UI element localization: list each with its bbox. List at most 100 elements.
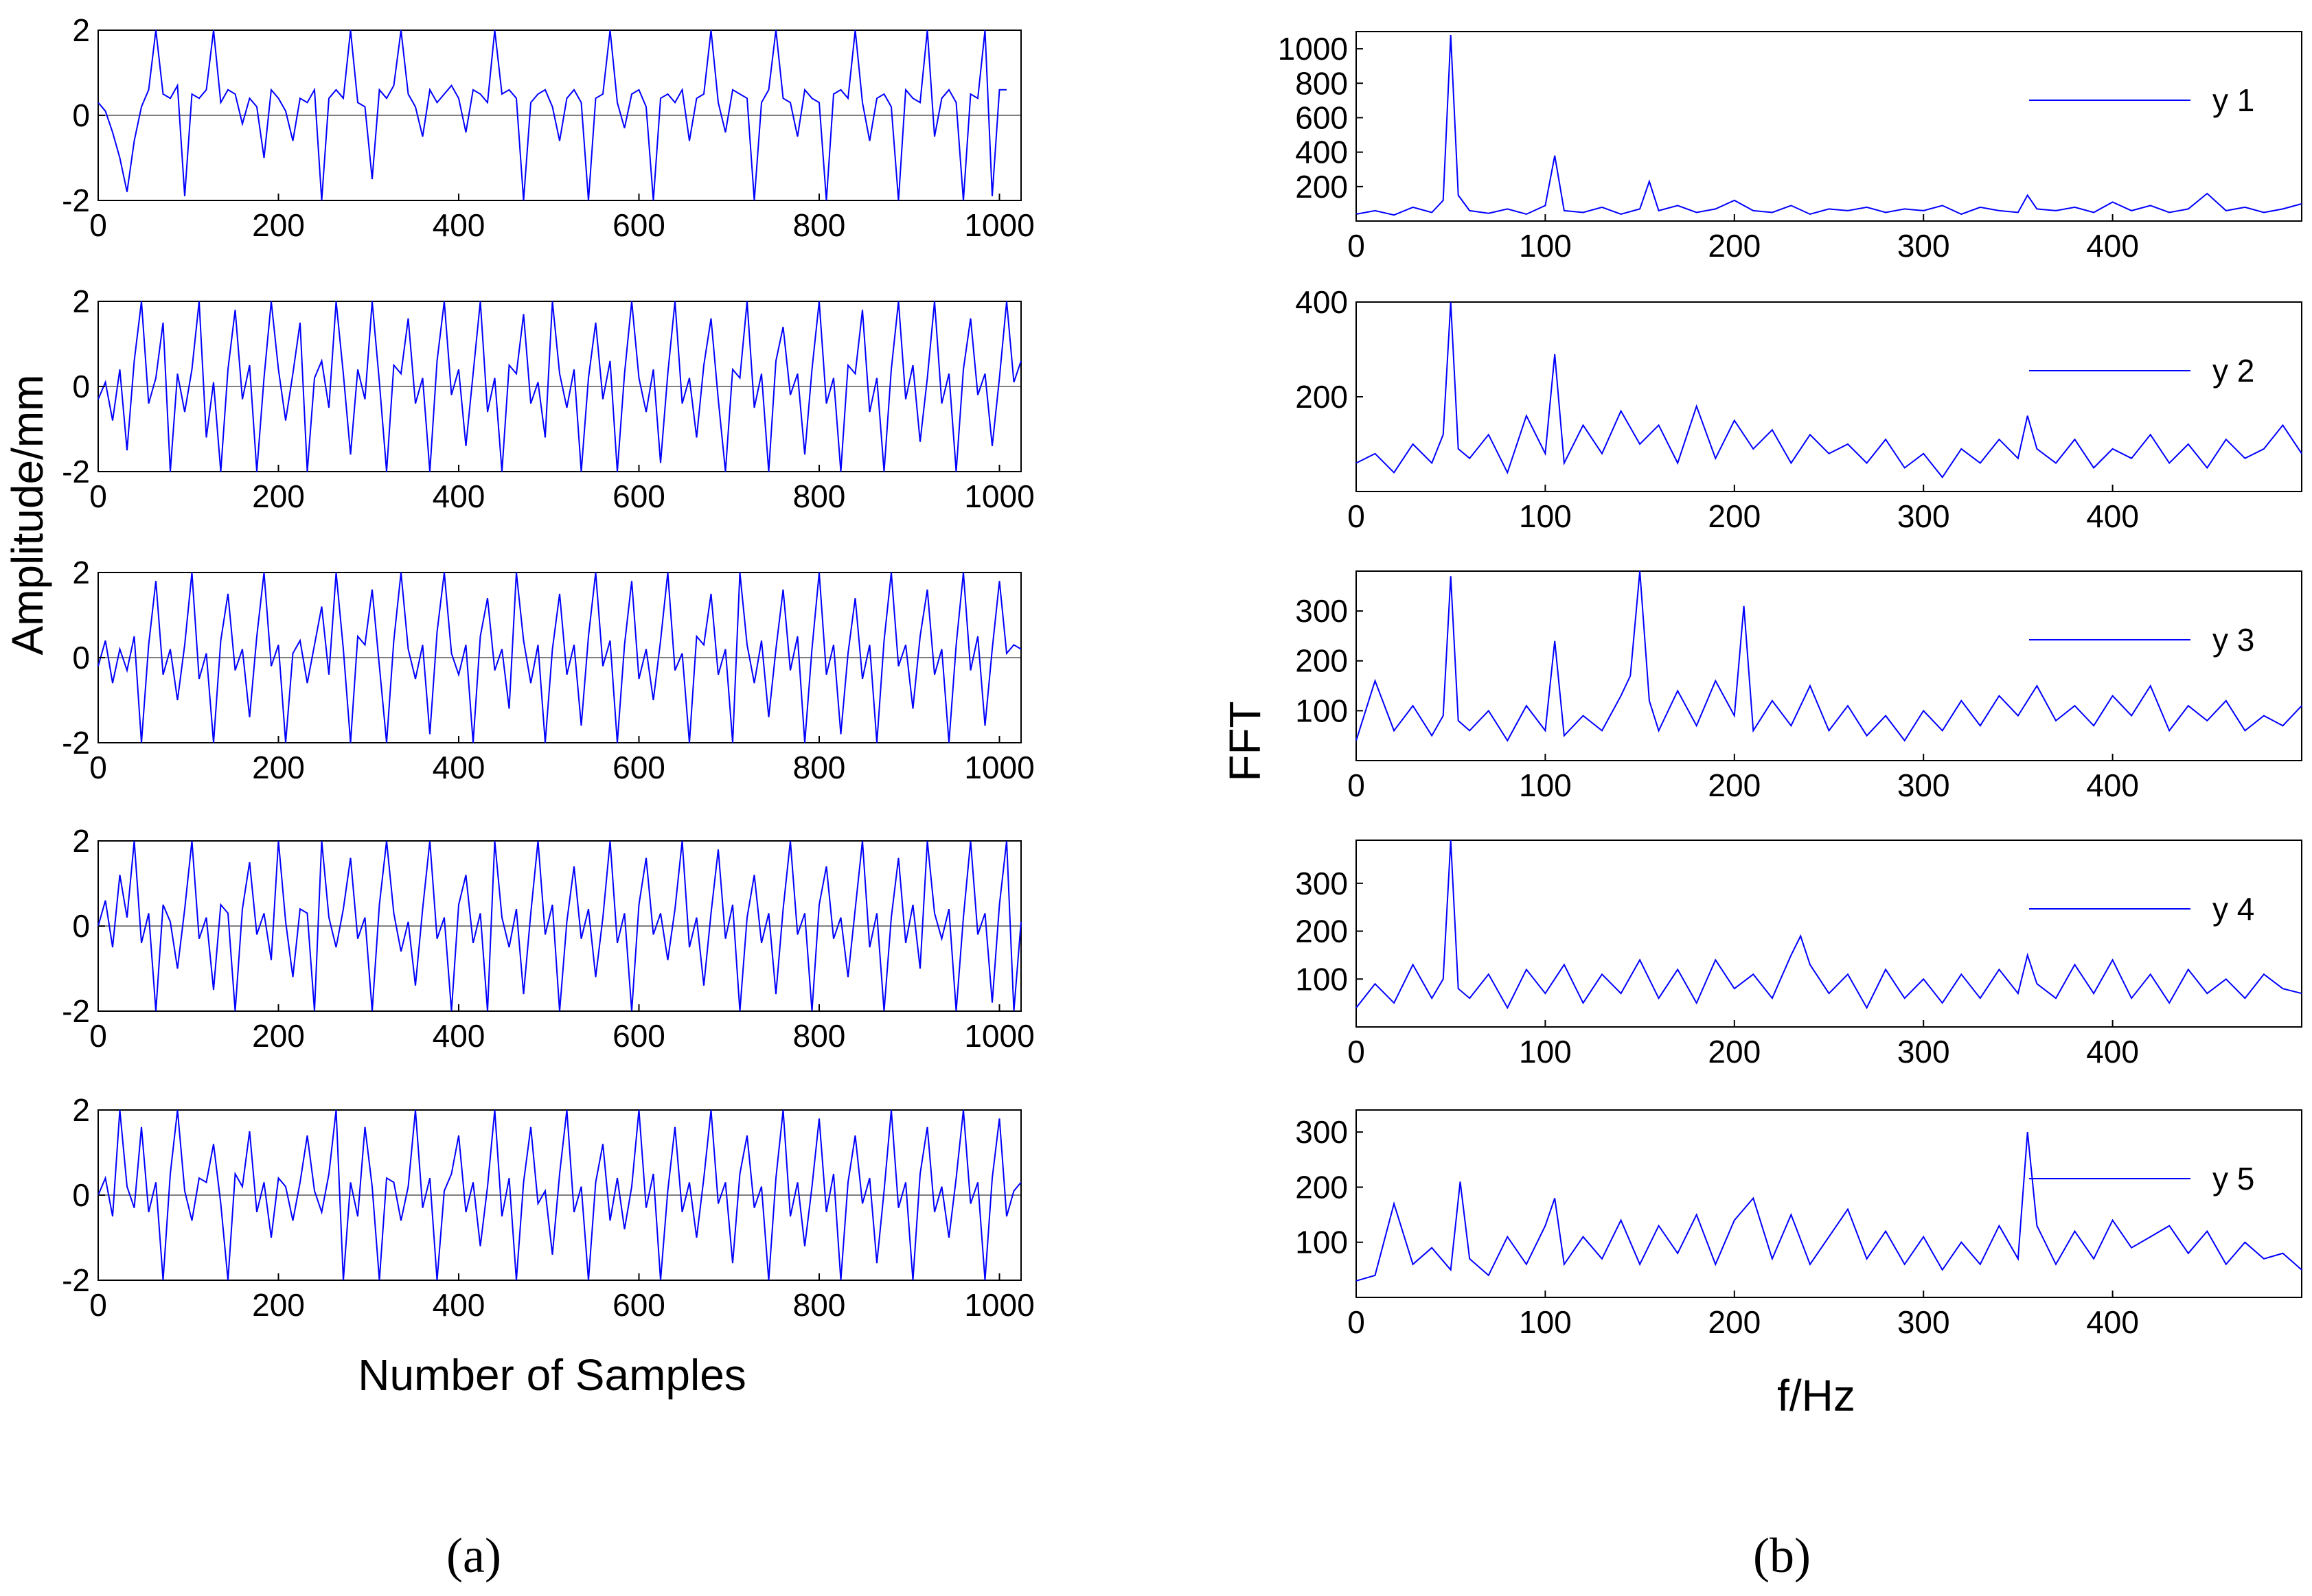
y-tick-label: -2 (62, 725, 90, 761)
x-tick-label: 400 (2086, 767, 2139, 803)
x-tick-label: 400 (433, 750, 485, 785)
y-tick-label: -2 (62, 454, 90, 489)
x-tick-label: 600 (613, 478, 665, 514)
x-tick-label: 200 (1708, 498, 1761, 534)
x-tick-label: 200 (1708, 1304, 1761, 1340)
x-tick-label: 800 (793, 478, 846, 514)
x-tick-label: 1000 (964, 207, 1034, 243)
y-tick-label: 100 (1295, 1225, 1348, 1260)
series-line-y3 (98, 572, 1022, 743)
x-tick-label: 1000 (964, 1018, 1034, 1054)
x-tick-label: 400 (2086, 1034, 2139, 1069)
x-tick-label: 100 (1519, 498, 1572, 534)
y-tick-label: 400 (1295, 284, 1348, 320)
y-tick-label: 300 (1295, 1114, 1348, 1150)
x-tick-label: 200 (252, 207, 305, 243)
x-tick-label: 300 (1897, 1034, 1950, 1069)
x-tick-label: 200 (252, 478, 305, 514)
x-tick-label: 0 (89, 207, 107, 243)
legend-label: y 4 (2212, 891, 2254, 927)
y-tick-label: 0 (72, 1177, 90, 1213)
x-tick-label: 200 (1708, 767, 1761, 803)
series-line-y5 (98, 1109, 1022, 1281)
x-tick-label: 300 (1897, 767, 1950, 803)
x-tick-label: 0 (1347, 228, 1365, 264)
x-tick-label: 1000 (964, 1287, 1034, 1323)
x-tick-label: 0 (1347, 1304, 1365, 1340)
x-tick-label: 200 (1708, 228, 1761, 264)
x-tick-label: 0 (1347, 498, 1365, 534)
panel-b-ylabel: FFT (1220, 701, 1270, 781)
x-tick-label: 400 (433, 478, 485, 514)
x-tick-label: 200 (252, 750, 305, 785)
series-line-y4 (98, 840, 1022, 1012)
panel-b-xlabel: f/Hz (1777, 1371, 1855, 1420)
y-tick-label: 0 (72, 97, 90, 133)
x-tick-label: 0 (89, 750, 107, 785)
subplot-a-y3: 0 200 400 600 800 1000-202 (62, 555, 1035, 785)
x-tick-label: 100 (1519, 228, 1572, 264)
subplot-b-y4: 0 100 200 300 400 100 200 300 y 4 (1295, 840, 2302, 1069)
x-tick-label: 200 (1708, 1034, 1761, 1069)
series-line-y4 (1355, 840, 2302, 1010)
panel-b-label: (b) (1753, 1528, 1811, 1583)
x-tick-label: 100 (1519, 1034, 1572, 1069)
series-line-y2 (98, 301, 1022, 472)
series-line-y2 (1355, 301, 2302, 478)
subplot-a-y5: 0 200 400 600 800 1000-202 (62, 1092, 1035, 1323)
x-tick-label: 1000 (964, 750, 1034, 785)
x-tick-label: 400 (2086, 498, 2139, 534)
y-tick-label: 800 (1295, 65, 1348, 101)
y-tick-label: 100 (1295, 693, 1348, 728)
y-tick-label: 200 (1295, 379, 1348, 415)
y-tick-label: 2 (72, 1092, 90, 1128)
series-line-y3 (1355, 570, 2302, 742)
y-tick-label: 100 (1295, 961, 1348, 997)
x-tick-label: 100 (1519, 1304, 1572, 1340)
y-tick-label: 200 (1295, 914, 1348, 949)
x-tick-label: 200 (252, 1018, 305, 1054)
y-tick-label: 2 (72, 555, 90, 590)
x-tick-label: 800 (793, 750, 846, 785)
x-tick-label: 0 (89, 1287, 107, 1323)
y-tick-label: 200 (1295, 1169, 1348, 1205)
series-line-y5 (1355, 1132, 2302, 1282)
legend-label: y 5 (2212, 1161, 2254, 1196)
x-tick-label: 800 (793, 207, 846, 243)
x-tick-label: 800 (793, 1018, 846, 1054)
y-tick-label: 200 (1295, 643, 1348, 679)
y-tick-label: 2 (72, 823, 90, 859)
x-tick-label: 400 (2086, 228, 2139, 264)
x-tick-label: 400 (433, 207, 485, 243)
legend-label: y 2 (2212, 353, 2254, 389)
x-tick-label: 200 (252, 1287, 305, 1323)
series-line-y1 (1355, 34, 2302, 216)
y-tick-label: 0 (72, 640, 90, 675)
panel-a-xlabel: Number of Samples (358, 1350, 746, 1400)
panel-a-label: (a) (446, 1528, 501, 1583)
y-tick-label: 2 (72, 284, 90, 319)
legend-label: y 1 (2212, 82, 2254, 118)
x-tick-label: 600 (613, 1287, 665, 1323)
subplot-b-y2: 0 100 200 300 400 200 400 y 2 (1295, 284, 2302, 534)
panel-a-ylabel: Amplitude/mm (3, 375, 52, 656)
x-tick-label: 1000 (964, 478, 1034, 514)
axes-box (1355, 301, 2302, 492)
y-tick-label: 0 (72, 908, 90, 944)
x-tick-label: 0 (89, 478, 107, 514)
subplot-a-y1: 0 200 400 600 800 1000-202 (62, 12, 1035, 243)
x-tick-label: 300 (1897, 228, 1950, 264)
x-tick-label: 100 (1519, 767, 1572, 803)
axes-box (1355, 1109, 2302, 1298)
y-tick-label: -2 (62, 1262, 90, 1298)
x-tick-label: 300 (1897, 1304, 1950, 1340)
axes-box (1355, 31, 2302, 222)
subplot-a-y4: 0 200 400 600 800 1000-202 (62, 823, 1035, 1054)
x-tick-label: 0 (1347, 1034, 1365, 1069)
x-tick-label: 400 (433, 1018, 485, 1054)
axes-box (1355, 570, 2302, 761)
y-tick-label: 400 (1295, 135, 1348, 170)
